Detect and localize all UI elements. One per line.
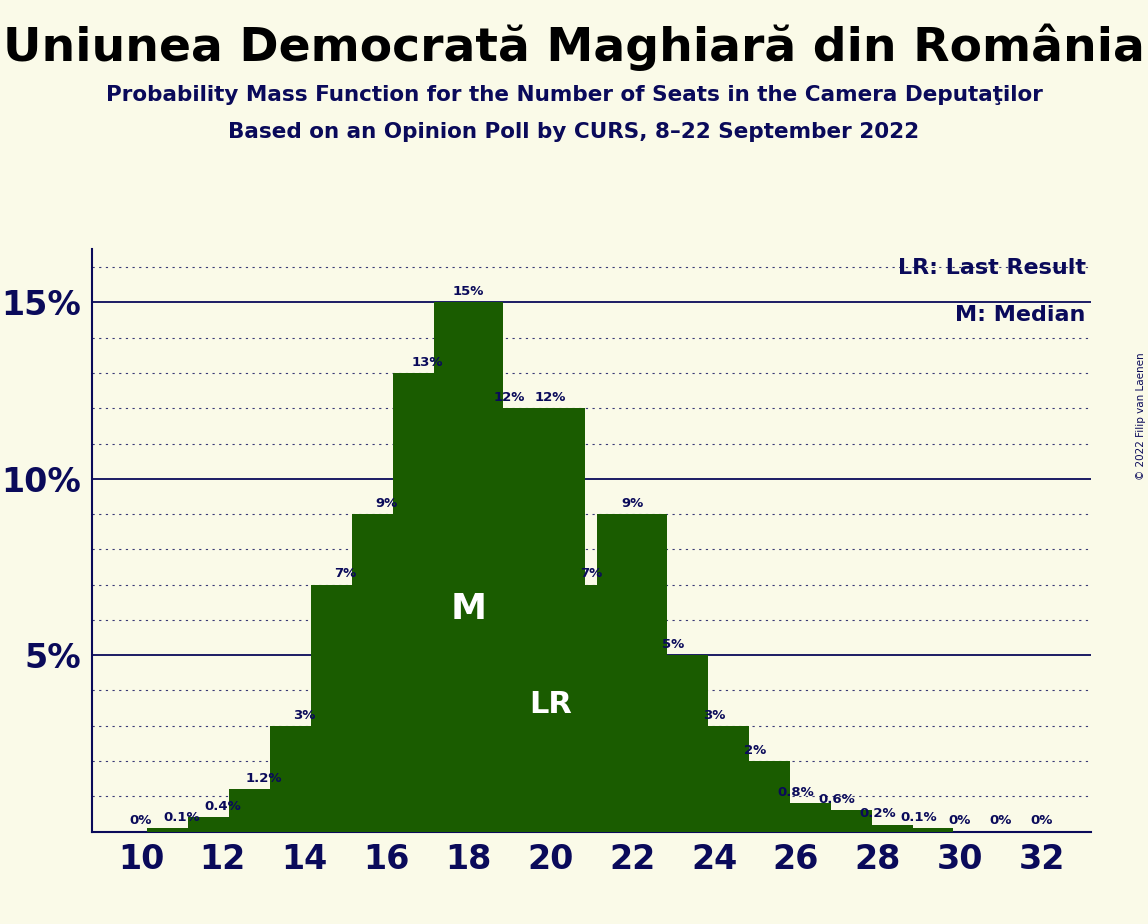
- Text: 0.6%: 0.6%: [819, 793, 855, 807]
- Bar: [311, 585, 380, 832]
- Text: 9%: 9%: [621, 497, 643, 510]
- Text: 0%: 0%: [948, 814, 971, 827]
- Text: 0.4%: 0.4%: [204, 800, 241, 813]
- Text: M: M: [450, 592, 487, 626]
- Text: 15%: 15%: [452, 286, 484, 298]
- Bar: [638, 655, 708, 832]
- Text: 5%: 5%: [662, 638, 684, 651]
- Text: 12%: 12%: [535, 391, 566, 404]
- Text: M: Median: M: Median: [955, 305, 1086, 324]
- Bar: [434, 302, 503, 832]
- Text: 7%: 7%: [580, 567, 603, 580]
- Bar: [188, 818, 257, 832]
- Text: 0.1%: 0.1%: [163, 811, 200, 824]
- Text: LR: LR: [529, 690, 572, 719]
- Bar: [680, 725, 748, 832]
- Text: 1.2%: 1.2%: [246, 772, 282, 785]
- Bar: [843, 824, 913, 832]
- Text: 2%: 2%: [744, 744, 766, 757]
- Bar: [802, 810, 871, 832]
- Text: 0%: 0%: [1030, 814, 1053, 827]
- Bar: [474, 408, 544, 832]
- Text: 3%: 3%: [294, 709, 316, 722]
- Text: 0%: 0%: [130, 814, 153, 827]
- Bar: [351, 514, 421, 832]
- Text: 0.8%: 0.8%: [777, 786, 814, 799]
- Text: 7%: 7%: [334, 567, 357, 580]
- Bar: [761, 803, 831, 832]
- Text: © 2022 Filip van Laenen: © 2022 Filip van Laenen: [1135, 352, 1146, 480]
- Text: 12%: 12%: [494, 391, 525, 404]
- Bar: [597, 514, 667, 832]
- Bar: [884, 828, 954, 832]
- Text: 9%: 9%: [375, 497, 397, 510]
- Bar: [147, 828, 217, 832]
- Bar: [270, 725, 340, 832]
- Bar: [393, 373, 463, 832]
- Bar: [515, 408, 585, 832]
- Text: 13%: 13%: [412, 356, 443, 369]
- Text: 0.1%: 0.1%: [900, 811, 937, 824]
- Bar: [557, 585, 626, 832]
- Bar: [228, 789, 298, 832]
- Text: LR: Last Result: LR: Last Result: [898, 258, 1086, 278]
- Bar: [720, 761, 790, 832]
- Text: Uniunea Democrată Maghiară din România: Uniunea Democrată Maghiară din România: [3, 23, 1145, 70]
- Text: 3%: 3%: [703, 709, 726, 722]
- Text: Based on an Opinion Poll by CURS, 8–22 September 2022: Based on an Opinion Poll by CURS, 8–22 S…: [228, 122, 920, 142]
- Text: 0.2%: 0.2%: [860, 808, 897, 821]
- Text: 0%: 0%: [990, 814, 1011, 827]
- Text: Probability Mass Function for the Number of Seats in the Camera Deputaţilor: Probability Mass Function for the Number…: [106, 85, 1042, 105]
